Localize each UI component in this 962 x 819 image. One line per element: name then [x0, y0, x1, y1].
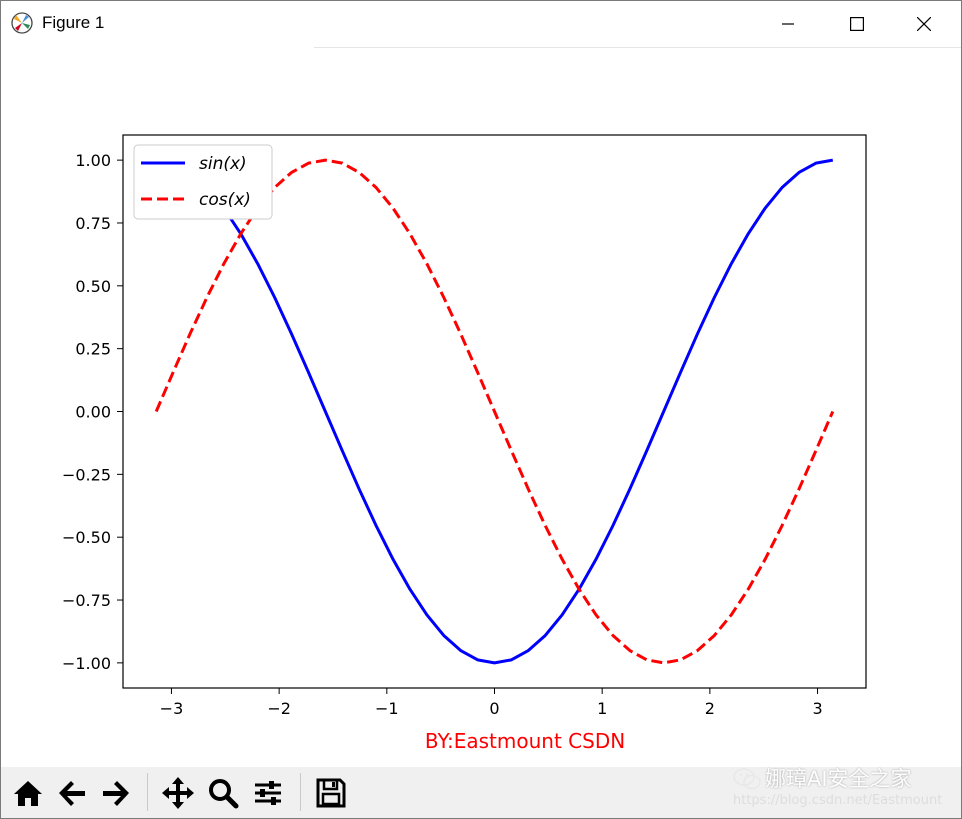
y-tick-label: −0.50: [62, 528, 111, 547]
back-button[interactable]: [53, 773, 91, 813]
y-tick-label: 0.75: [75, 214, 111, 233]
matplotlib-logo-icon: [11, 12, 33, 34]
close-icon: [917, 17, 931, 31]
close-button[interactable]: [901, 1, 947, 47]
y-tick-label: 0.25: [75, 340, 111, 359]
navigation-toolbar: [1, 767, 961, 818]
save-button[interactable]: [312, 773, 350, 813]
x-tick-label: −3: [160, 699, 184, 718]
line-chart[interactable]: −1.00 −0.75 −0.50 −0.25 0.00 0.25 0.50 0.75 1.00…: [1, 48, 961, 767]
y-tick-label: −0.25: [62, 465, 111, 484]
title-divider: [314, 47, 961, 48]
y-tick-label: 0.50: [75, 277, 111, 296]
y-tick-label: −0.75: [62, 591, 111, 610]
back-icon: [59, 781, 85, 806]
legend-label: sin(x): [199, 154, 247, 174]
pan-icon: [162, 777, 194, 809]
chart-annotation: BY:Eastmount CSDN: [425, 729, 625, 753]
minimize-icon: [782, 23, 794, 25]
zoom-icon: [209, 779, 239, 809]
configure-subplots-icon: [255, 781, 281, 805]
maximize-icon: [850, 17, 864, 31]
x-tick-label: 3: [812, 699, 822, 718]
x-tick-label: −2: [267, 699, 291, 718]
zoom-button[interactable]: [204, 773, 242, 813]
title-bar[interactable]: Figure 1: [1, 1, 961, 48]
toolbar-separator: [300, 773, 301, 811]
y-tick-label: 1.00: [75, 151, 111, 170]
legend: sin(x) cos(x): [133, 144, 273, 220]
y-tick-label: −1.00: [62, 654, 111, 673]
figure-canvas[interactable]: −1.00 −0.75 −0.50 −0.25 0.00 0.25 0.50 0.75 1.00…: [1, 48, 961, 767]
series-line-sin: [155, 158, 834, 665]
forward-button[interactable]: [97, 773, 135, 813]
forward-icon: [103, 781, 129, 806]
save-icon: [316, 778, 346, 808]
x-tick-label: 2: [705, 699, 715, 718]
x-tick-label: 0: [489, 699, 499, 718]
wechat-icon: [733, 768, 761, 790]
window-title: Figure 1: [42, 13, 105, 32]
toolbar-separator: [147, 773, 148, 811]
x-tick-label: 1: [597, 699, 607, 718]
x-tick-label: −1: [375, 699, 399, 718]
configure-subplots-button[interactable]: [249, 773, 287, 813]
watermark-text: 娜璋AI安全之家: [765, 767, 912, 791]
minimize-button[interactable]: [765, 1, 811, 47]
pan-button[interactable]: [159, 773, 197, 813]
legend-label: cos(x): [199, 190, 251, 210]
home-button[interactable]: [9, 773, 47, 813]
watermark-url: https://blog.csdn.net/Eastmount: [733, 793, 943, 808]
home-icon: [14, 781, 42, 806]
maximize-button[interactable]: [834, 1, 880, 47]
y-tick-label: 0.00: [75, 403, 111, 422]
